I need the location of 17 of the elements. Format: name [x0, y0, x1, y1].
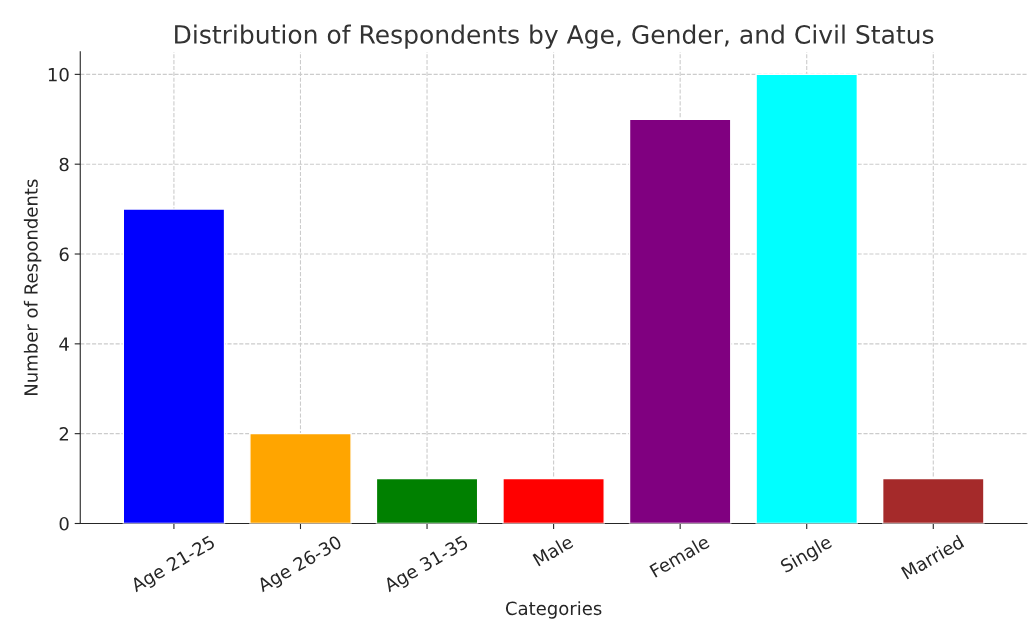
x-axis-title: Categories	[505, 601, 602, 619]
y-tick-label: 6	[59, 247, 69, 262]
bar	[375, 477, 479, 524]
bar	[122, 208, 226, 524]
y-tick-label: 4	[59, 337, 69, 351]
y-tick-label: 8	[59, 157, 69, 172]
x-tick-label: Male	[532, 534, 574, 567]
y-tick-label: 10	[48, 67, 69, 82]
bar	[628, 118, 732, 524]
bar	[755, 73, 859, 524]
bar	[249, 432, 352, 524]
bar	[881, 477, 985, 524]
chart-title: Distribution of Respondents by Age, Gender, and Civil Status	[175, 24, 934, 49]
y-axis-title: Number of Respondents	[23, 179, 42, 395]
bar	[502, 477, 605, 524]
y-tick-label: 2	[59, 427, 69, 441]
y-tick-label: 0	[59, 516, 69, 531]
